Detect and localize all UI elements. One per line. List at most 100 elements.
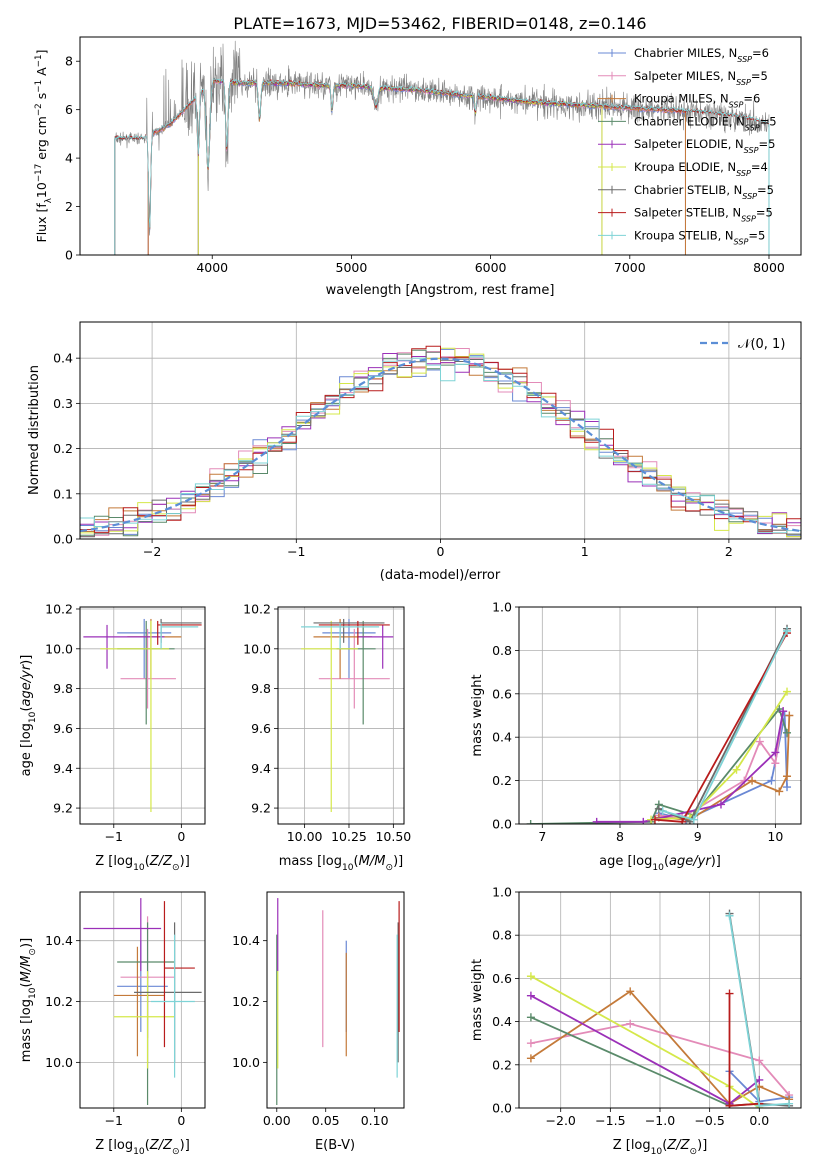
weight-marker-salpeter-elodie — [592, 817, 601, 824]
y-tick-label: 10.0 — [45, 641, 73, 656]
x-axis-label: Z [log10(Z/Z⊙)] — [95, 854, 190, 873]
plot-area-mass-vs-ebv — [276, 898, 400, 1105]
x-tick-label: 0 — [177, 829, 185, 844]
x-axis-label: E(B-V) — [315, 1138, 355, 1153]
weight-marker-salpeter-miles — [526, 1039, 535, 1048]
weight-line-salpeter-miles — [530, 1022, 790, 1096]
weight-marker-chabrier-miles — [767, 776, 776, 785]
y-tick-label: 0.6 — [492, 971, 512, 986]
y-tick-label: 9.6 — [53, 721, 73, 736]
y-tick-label: 9.8 — [53, 681, 73, 696]
x-axis-label: Z [log10(Z/Z⊙)] — [95, 1138, 190, 1157]
weight-marker-salpeter-miles — [755, 737, 764, 746]
legend-label-chabrier-miles-n-6: Chabrier MILES, NSSP=6 — [634, 46, 769, 64]
legend-label-kroupa-miles-n-6: Kroupa MILES, NSSP=6 — [634, 92, 760, 110]
y-tick-label: 0.2 — [492, 773, 512, 788]
y-tick-label: 10.0 — [45, 1055, 73, 1070]
histogram-step-4 — [80, 353, 801, 534]
histogram-step-8 — [80, 356, 801, 534]
plot-area-mass-vs-z — [80, 892, 205, 1108]
panel-spectrum: 4000 5000 6000 7000 8000 0 2 4 6 8 Chabrier MILES,… — [34, 36, 802, 298]
weight-marker-salpeter-elodie — [639, 817, 648, 824]
x-tick-label: 0.00 — [263, 1113, 291, 1128]
weight-marker-salpeter-miles — [755, 1056, 764, 1065]
axes-frame — [518, 891, 802, 1109]
y-tick-label: 9.4 — [53, 761, 73, 776]
x-axis-label: age [log10(age/yr)] — [599, 854, 721, 873]
panel-age-vs-z: −1 0 9.2 9.4 9.6 9.8 10.0 10.2 Z [log10(Z/Z⊙)] ag… — [19, 601, 206, 873]
axes-frame — [266, 891, 405, 1109]
y-tick-label: 10.2 — [243, 601, 271, 616]
weight-marker-salpeter-stelib — [725, 989, 734, 998]
y-tick-label: 6 — [65, 102, 73, 117]
weight-marker-kroupa-miles — [775, 787, 784, 796]
model-spectrum-kroupa-stelib — [114, 78, 769, 228]
x-axis-label: mass [log10(M/M⊙)] — [279, 854, 403, 873]
x-tick-label: 0.10 — [361, 1113, 389, 1128]
x-tick-label: −1 — [105, 829, 123, 844]
weight-marker-salpeter-elodie — [771, 748, 780, 757]
panel-age-vs-mass: 10.00 10.25 10.50 9.2 9.4 9.6 9.8 10.0 10.2 mass … — [243, 601, 411, 873]
y-axis-label: mass weight — [470, 959, 485, 1041]
y-tick-label: 9.4 — [251, 761, 271, 776]
y-tick-label: 4 — [65, 151, 73, 166]
y-tick-label: 0.4 — [492, 1014, 512, 1029]
weight-marker-kroupa-stelib — [658, 806, 667, 815]
axes-frame — [277, 606, 405, 825]
y-tick-label: 1.0 — [492, 885, 512, 900]
weight-marker-kroupa-miles — [785, 711, 794, 720]
legend-label-kroupa-elodie-n-4: Kroupa ELODIE, NSSP=4 — [634, 160, 768, 178]
axes-frame — [79, 891, 206, 1109]
y-tick-label: 0.8 — [492, 928, 512, 943]
x-axis-label: wavelength [Angstrom, rest frame] — [326, 283, 555, 298]
weight-marker-kroupa-stelib — [785, 1099, 794, 1108]
x-tick-label: 0.05 — [312, 1113, 340, 1128]
x-tick-label: −1 — [287, 544, 305, 559]
x-tick-label: −0.5 — [694, 1113, 724, 1128]
y-tick-label: 0.0 — [492, 1101, 512, 1116]
y-axis-label: age [log10(age/yr)] — [19, 655, 38, 777]
y-tick-label: 0.4 — [492, 730, 512, 745]
x-tick-label: 10.00 — [287, 829, 323, 844]
weight-line-kroupa-elodie — [651, 691, 788, 821]
y-tick-label: 10.0 — [243, 641, 271, 656]
weight-marker-chabrier-elodie — [526, 1013, 535, 1022]
weight-marker-kroupa-elodie — [526, 972, 535, 981]
x-tick-label: −2 — [143, 544, 161, 559]
x-tick-label: 10.50 — [375, 829, 411, 844]
x-tick-label: 9 — [694, 829, 702, 844]
y-tick-label: 0 — [65, 248, 73, 263]
x-tick-label: 5000 — [336, 260, 368, 275]
weight-marker-kroupa-stelib — [755, 1101, 764, 1108]
legend-label-salpeter-elodie-n-5: Salpeter ELODIE, NSSP=5 — [634, 137, 775, 155]
y-tick-label: 0.2 — [53, 441, 73, 456]
x-tick-label: 8 — [616, 829, 624, 844]
x-tick-label: 0 — [177, 1113, 185, 1128]
y-tick-label: 9.8 — [251, 681, 271, 696]
weight-marker-kroupa-stelib — [689, 815, 698, 824]
y-tick-label: 2 — [65, 199, 73, 214]
y-tick-label: 10.2 — [45, 601, 73, 616]
figure-title: PLATE=1673, MJD=53462, FIBERID=0148, z=0… — [233, 14, 646, 33]
y-tick-label: 10.4 — [232, 933, 260, 948]
legend-label-normal: 𝒩(0, 1) — [738, 337, 785, 352]
y-axis-label: mass weight — [470, 674, 485, 756]
weight-marker-kroupa-miles — [526, 1054, 535, 1063]
plot-area-weight-vs-age — [519, 607, 801, 824]
axes-frame — [79, 321, 802, 540]
y-tick-label: 1.0 — [492, 600, 512, 615]
y-tick-label: 9.6 — [251, 721, 271, 736]
y-tick-label: 10.2 — [232, 994, 260, 1009]
weight-marker-kroupa-elodie — [783, 687, 792, 696]
legend-label-chabrier-elodie-n-5: Chabrier ELODIE, NSSP=5 — [634, 114, 777, 131]
x-tick-label: 8000 — [753, 260, 785, 275]
weight-marker-kroupa-stelib — [783, 626, 792, 635]
y-tick-label: 10.0 — [232, 1055, 260, 1070]
axes-frame — [79, 606, 206, 825]
weight-marker-kroupa-miles — [626, 987, 635, 996]
normal-distribution-curve — [80, 357, 801, 533]
panel-mass-vs-z: −1 0 10.0 10.2 10.4 Z [log10(Z/Z⊙)] mass [log1… — [19, 891, 206, 1157]
y-tick-label: 0.2 — [492, 1057, 512, 1072]
plot-area-weight-vs-z — [519, 892, 801, 1108]
